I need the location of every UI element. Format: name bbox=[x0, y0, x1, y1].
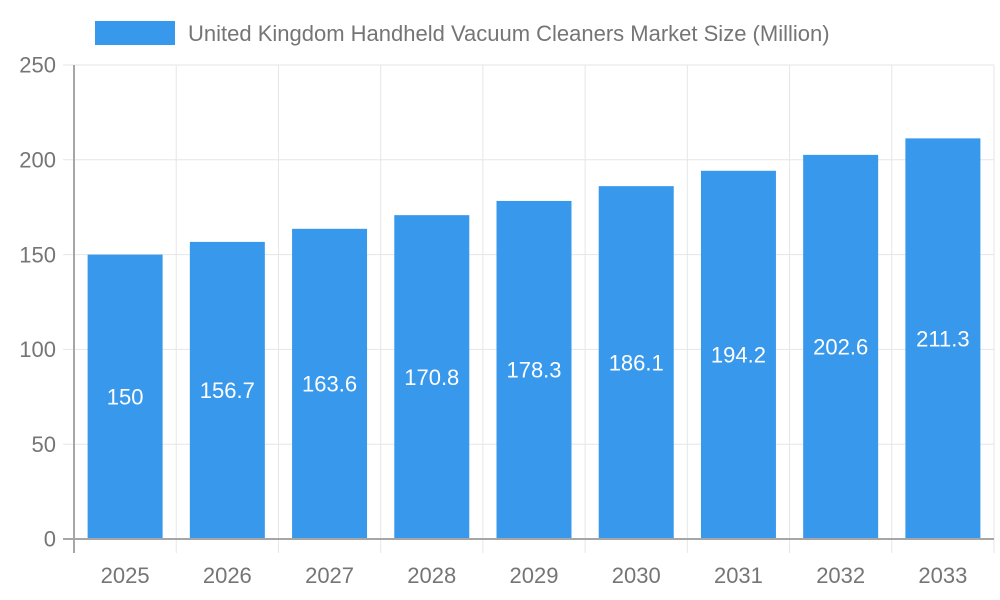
bar-value-label-2025: 150 bbox=[107, 385, 144, 410]
bar-value-label-2032: 202.6 bbox=[813, 335, 868, 360]
x-axis-label-2033: 2033 bbox=[918, 563, 967, 588]
y-axis-label-250: 250 bbox=[19, 53, 56, 78]
bar-2029[interactable] bbox=[496, 200, 572, 539]
bar-2027[interactable] bbox=[292, 228, 368, 540]
bar-2028[interactable] bbox=[394, 215, 470, 539]
chart-legend: United Kingdom Handheld Vacuum Cleaners … bbox=[95, 21, 830, 46]
bars-layer bbox=[87, 138, 981, 540]
y-axis-label-100: 100 bbox=[19, 337, 56, 362]
y-axis-label-0: 0 bbox=[44, 527, 56, 552]
legend-swatch[interactable] bbox=[95, 21, 175, 45]
x-axis-label-2031: 2031 bbox=[714, 563, 763, 588]
y-axis-label-150: 150 bbox=[19, 242, 56, 267]
bar-value-label-2031: 194.2 bbox=[711, 343, 766, 368]
axes-layer bbox=[63, 65, 994, 553]
x-axis-label-2028: 2028 bbox=[407, 563, 456, 588]
y-axis-label-50: 50 bbox=[32, 432, 56, 457]
x-axis-label-2029: 2029 bbox=[510, 563, 559, 588]
bar-2033[interactable] bbox=[905, 138, 981, 540]
x-axis-label-2030: 2030 bbox=[612, 563, 661, 588]
bar-value-label-2028: 170.8 bbox=[404, 365, 459, 390]
y-axis-label-200: 200 bbox=[19, 148, 56, 173]
bar-2025[interactable] bbox=[87, 254, 163, 539]
x-axis-label-2025: 2025 bbox=[101, 563, 150, 588]
bar-value-label-2033: 211.3 bbox=[916, 326, 969, 351]
x-axis-label-2026: 2026 bbox=[203, 563, 252, 588]
bar-2026[interactable] bbox=[189, 241, 265, 540]
x-axis-label-2027: 2027 bbox=[305, 563, 354, 588]
labels-layer: 0 50 100 150 200 250 150 2025 156.7 2026 163.6 2027… bbox=[19, 53, 969, 588]
bar-value-label-2030: 186.1 bbox=[609, 350, 664, 375]
bar-value-label-2029: 178.3 bbox=[506, 358, 561, 383]
bar-2031[interactable] bbox=[700, 170, 776, 539]
bar-value-label-2026: 156.7 bbox=[200, 378, 255, 403]
legend-label[interactable]: United Kingdom Handheld Vacuum Cleaners … bbox=[188, 21, 830, 46]
bar-2030[interactable] bbox=[598, 186, 674, 539]
bar-value-label-2027: 163.6 bbox=[302, 372, 357, 397]
x-axis-label-2032: 2032 bbox=[816, 563, 865, 588]
bar-2032[interactable] bbox=[803, 154, 879, 539]
